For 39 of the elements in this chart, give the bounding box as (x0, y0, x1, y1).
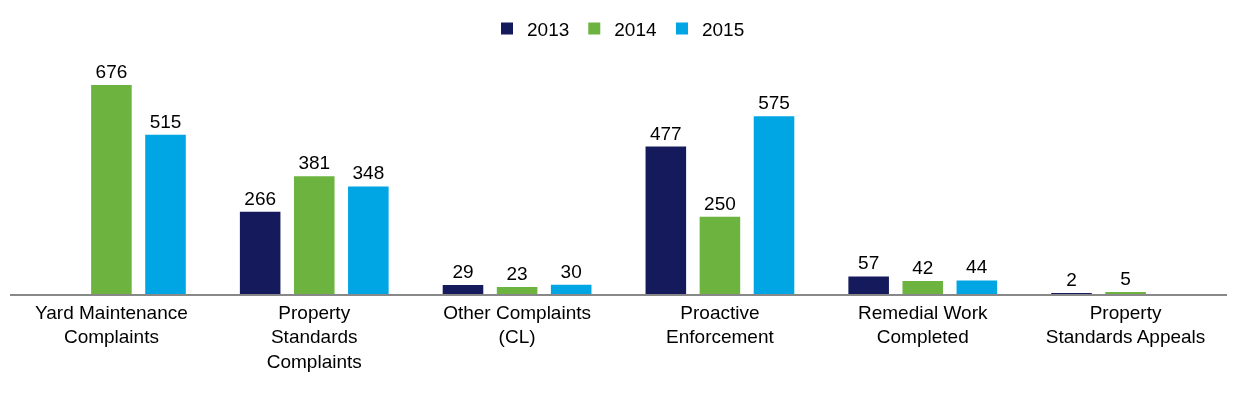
data-label: 57 (858, 252, 880, 274)
data-label: 381 (298, 152, 331, 174)
bar (753, 116, 795, 294)
data-label: 30 (560, 260, 582, 282)
data-label: 42 (912, 257, 934, 279)
bar (902, 281, 944, 294)
bar (645, 146, 687, 294)
data-label: 515 (149, 110, 182, 132)
bar (293, 176, 335, 294)
bar (496, 286, 538, 294)
legend-label: 2015 (701, 18, 745, 40)
data-label: 250 (704, 192, 736, 214)
x-tick-label: Property Standards Appeals (1045, 301, 1206, 348)
data-label: 676 (95, 61, 128, 82)
x-tick-label: Other Complaints (CL) (443, 301, 591, 348)
bar (848, 276, 889, 294)
data-label: 29 (452, 261, 474, 283)
data-label: 23 (506, 262, 528, 284)
data-label: 44 (966, 256, 988, 278)
data-label: 266 (244, 187, 277, 209)
legend-label: 2014 (614, 18, 657, 40)
bar (145, 134, 186, 294)
bar (91, 85, 132, 294)
x-tick-label: Property Standards Complaints (266, 301, 362, 372)
bar (239, 211, 281, 294)
data-label: 477 (649, 122, 682, 144)
data-label: 5 (1120, 268, 1131, 289)
data-label: 2 (1066, 269, 1077, 290)
x-tick-label: Remedial Work Completed (857, 301, 989, 348)
x-tick-label: Proactive Enforcement (666, 301, 775, 348)
legend-label: 2013 (527, 18, 570, 40)
bar (699, 216, 741, 294)
bar (348, 186, 389, 294)
x-tick-label: Yard Maintenance Complaints (35, 301, 188, 348)
bar (442, 285, 484, 294)
bar (550, 284, 592, 294)
data-label: 348 (352, 162, 385, 184)
data-label: 575 (758, 92, 790, 114)
bar (956, 280, 998, 294)
